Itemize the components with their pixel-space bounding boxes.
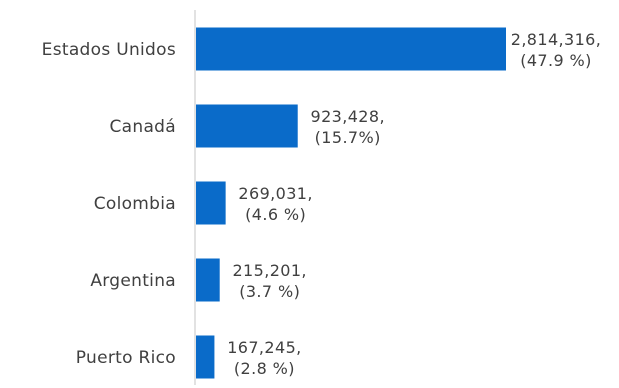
- value-label-3: 215,201,: [232, 261, 306, 280]
- category-label-3: Argentina: [90, 271, 176, 291]
- category-label-2: Colombia: [94, 194, 176, 214]
- category-label-0: Estados Unidos: [42, 40, 176, 60]
- bar-0: [196, 27, 506, 71]
- bars-group: [196, 27, 506, 379]
- category-label-4: Puerto Rico: [76, 348, 176, 368]
- value-label-4: 167,245,: [227, 338, 301, 357]
- value-label-1: 923,428,: [310, 107, 384, 126]
- percent-label-2: (4.6 %): [245, 205, 306, 224]
- percent-label-1: (15.7%): [315, 128, 381, 147]
- percent-label-3: (3.7 %): [239, 282, 300, 301]
- percent-label-0: (47.9 %): [520, 51, 592, 70]
- value-label-2: 269,031,: [238, 184, 312, 203]
- value-label-0: 2,814,316,: [511, 30, 602, 49]
- bar-4: [196, 335, 215, 379]
- bar-1: [196, 104, 298, 148]
- bar-2: [196, 181, 226, 225]
- labels-group: Estados Unidos 2,814,316, (47.9 %) Canadá 92…: [42, 30, 602, 378]
- bar-3: [196, 258, 220, 302]
- category-label-1: Canadá: [110, 117, 177, 137]
- percent-label-4: (2.8 %): [234, 359, 295, 378]
